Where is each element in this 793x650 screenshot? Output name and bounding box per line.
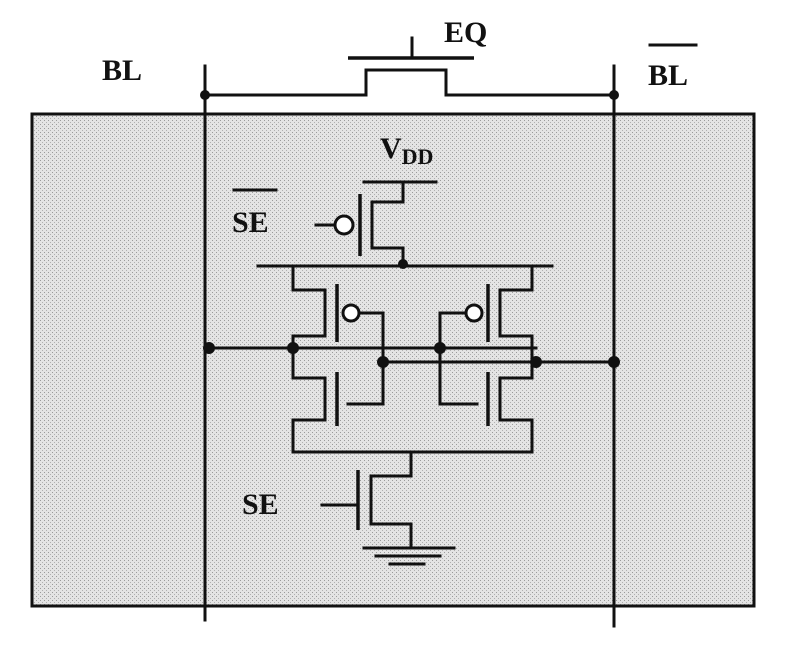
right-nmos (438, 346, 534, 432)
left-pmos (291, 264, 385, 362)
se-nmos (320, 450, 413, 550)
label-se-bar: SE (232, 206, 269, 239)
node-blbar-cross (608, 356, 620, 368)
node-right-gate (434, 342, 446, 354)
node-bl-cross (203, 342, 215, 354)
label-vdd-sub: DD (402, 144, 434, 169)
right-pmos (438, 264, 534, 362)
label-vdd: VDD (380, 132, 433, 169)
label-se: SE (242, 488, 279, 521)
se-bar-pmos (314, 180, 405, 266)
label-bl: BL (102, 54, 142, 87)
label-eq: EQ (444, 16, 487, 49)
node-bl-eq (200, 90, 210, 100)
label-vdd-main: V (380, 132, 402, 165)
label-bl-bar: BL (648, 59, 688, 92)
ground-icon (362, 546, 456, 566)
node-left-gate (377, 356, 389, 368)
node-right-drain (530, 356, 542, 368)
node-pmos-rail (398, 259, 408, 269)
node-blbar-eq (609, 90, 619, 100)
node-left-pmos (287, 342, 299, 354)
eq-transistor (203, 36, 616, 97)
shaded-region (30, 112, 756, 608)
left-nmos (291, 346, 385, 432)
